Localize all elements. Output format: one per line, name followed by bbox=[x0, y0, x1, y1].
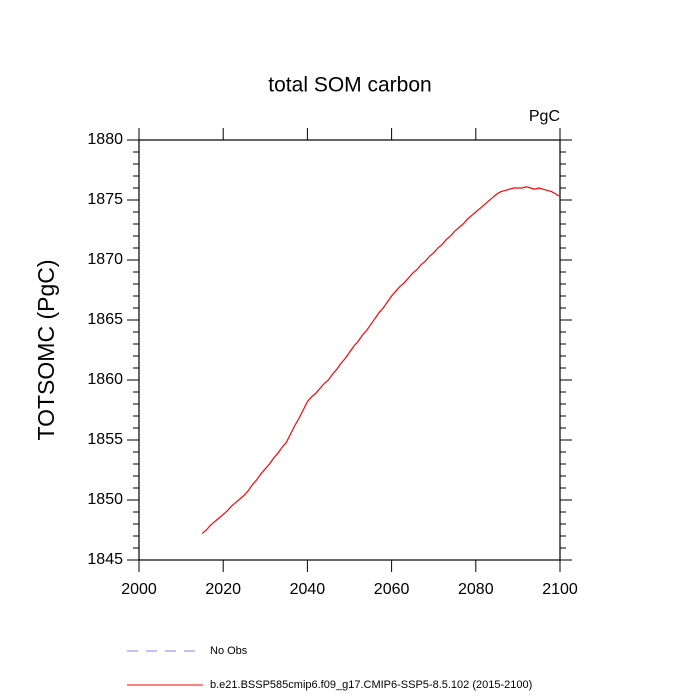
y-tick-label: 1860 bbox=[87, 371, 123, 388]
y-tick-label: 1880 bbox=[87, 131, 123, 148]
x-tick-label: 2060 bbox=[374, 581, 410, 598]
x-tick-label: 2040 bbox=[290, 581, 326, 598]
data-line bbox=[201, 186, 561, 535]
y-tick-label: 1845 bbox=[87, 551, 123, 568]
y-tick-label: 1850 bbox=[87, 491, 123, 508]
y-tick-label: 1875 bbox=[87, 191, 123, 208]
chart-title: total SOM carbon bbox=[268, 74, 431, 97]
x-tick-label: 2020 bbox=[205, 581, 241, 598]
plot-frame bbox=[138, 139, 561, 561]
legend-label: b.e21.BSSP585cmip6.f09_g17.CMIP6-SSP5-8.… bbox=[210, 679, 532, 691]
x-tick-label: 2000 bbox=[121, 581, 157, 598]
y-tick-label: 1865 bbox=[87, 311, 123, 328]
units-label: PgC bbox=[529, 108, 560, 125]
x-tick-label: 2100 bbox=[542, 581, 578, 598]
x-tick-label: 2080 bbox=[458, 581, 494, 598]
y-axis-label: TOTSOMC (PgC) bbox=[33, 259, 59, 440]
legend-label: No Obs bbox=[210, 645, 248, 657]
y-tick-label: 1855 bbox=[87, 431, 123, 448]
y-tick-label: 1870 bbox=[87, 251, 123, 268]
